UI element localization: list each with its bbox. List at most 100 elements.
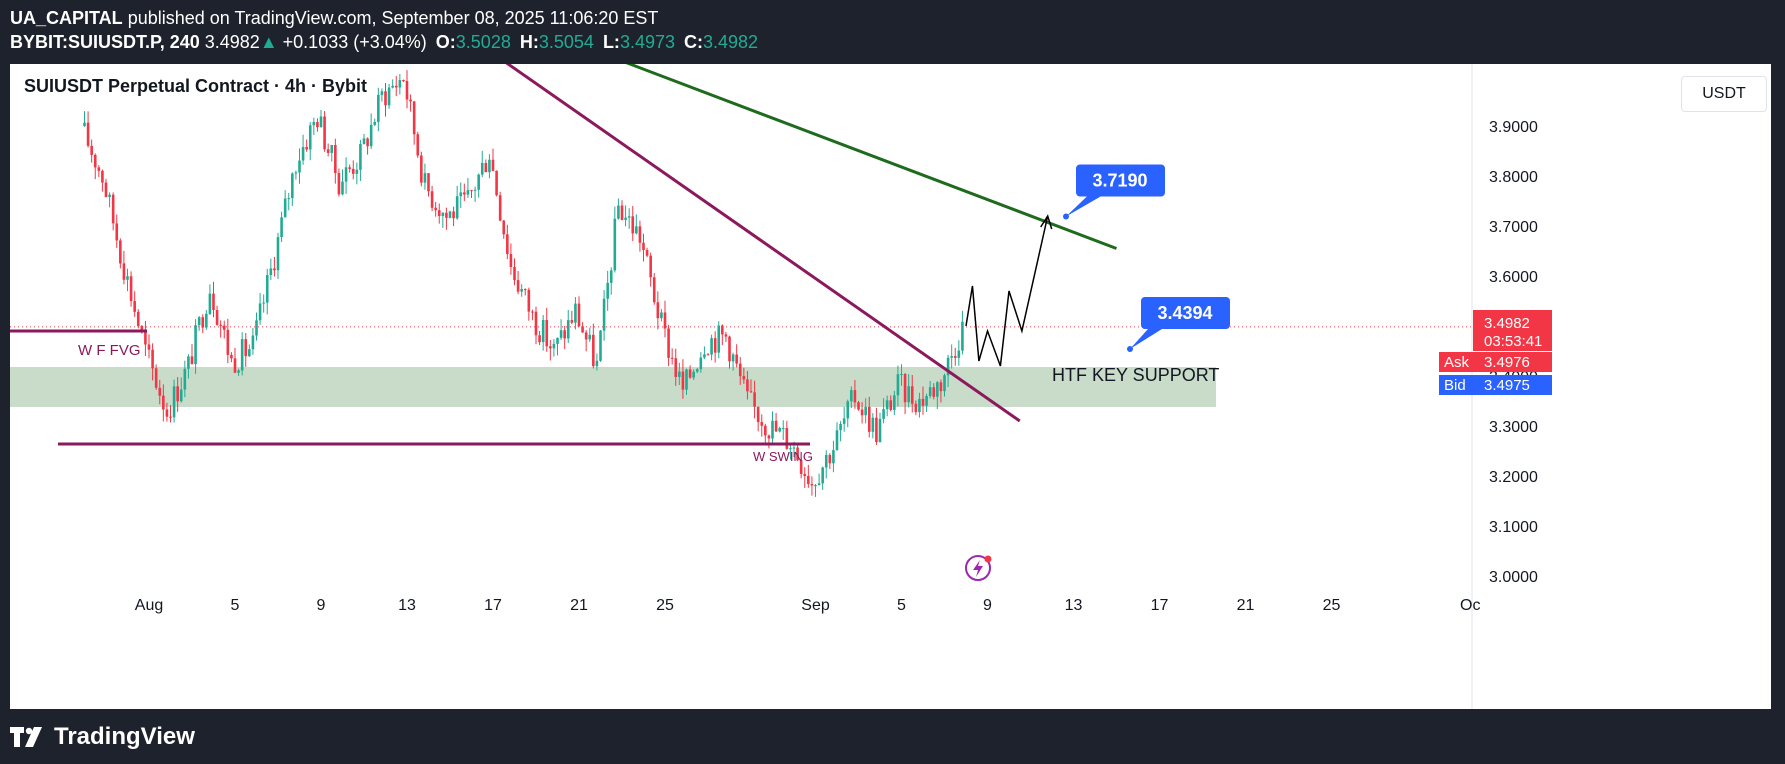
candle-body [251,335,255,350]
candle-body [771,420,774,439]
candle-body [226,329,230,355]
candle-body [326,149,330,153]
candle-body [577,303,581,327]
htf-support-label: HTF KEY SUPPORT [1052,365,1219,385]
candle-body [294,172,298,174]
time-tick-label: Aug [135,597,163,614]
candle-body [455,196,459,219]
candle-body [602,298,606,331]
candle-body [362,138,366,145]
candle-body [814,485,817,487]
candle-body [93,154,97,168]
up-arrow-icon: ▲ [259,32,278,52]
candle-body [685,369,688,390]
candle-body [699,357,703,370]
lightning-glyph [973,560,983,577]
candle-body [738,363,742,377]
projection-arrowhead [1040,214,1053,230]
candle-body [441,212,445,217]
time-tick-label: Sep [801,597,830,614]
price-tick-label: 3.1000 [1489,519,1538,536]
candle-body [617,205,620,219]
candle-body [205,313,208,328]
candle-body [391,85,394,88]
candle-body [291,173,294,199]
candle-body [495,170,498,196]
candle-body [129,276,133,302]
candle-body [398,80,402,88]
candle-body [215,310,219,325]
candle-body [491,159,495,171]
candle-body [233,358,237,373]
target-callout-label: 3.7190 [1092,171,1147,191]
time-tick-label: 5 [897,597,906,614]
candle-body [90,145,93,155]
candle-body [635,226,638,234]
candle-body [334,145,337,173]
candle-body [760,422,764,426]
author-name[interactable]: UA_CAPITAL [10,8,123,28]
price-change: +0.1033 (+3.04%) [282,32,427,52]
candle-body [936,382,939,397]
ask-value: 3.4976 [1484,354,1530,371]
candle-body [753,392,756,407]
candle-body [319,116,323,128]
chart-panel[interactable]: W F FVG W SWING 3.7190 3.4394 HTF KEY SUPPOR… [10,64,1771,709]
candle-body [502,220,506,235]
bid-badge [1439,375,1552,395]
candle-body [527,289,531,312]
candle-body [943,375,946,392]
close-value: 3.4982 [703,32,759,52]
candle-body [631,216,635,234]
countdown-timer: 03:53:41 [1484,333,1542,350]
candle-body [190,356,194,365]
candle-body [613,218,617,271]
candle-body [104,182,108,197]
price-tick-label: 3.3000 [1489,419,1538,436]
candle-body [369,124,373,147]
candle-body [394,85,398,88]
candle-body [627,216,631,218]
candle-body [312,122,316,126]
currency-button[interactable]: USDT [1681,76,1767,112]
candle-body [649,255,652,278]
candle-body [201,317,205,328]
candle-body [97,167,101,171]
price-chart[interactable]: W F FVG W SWING 3.7190 3.4394 HTF KEY SUPPOR… [10,64,1771,709]
candle-body [893,395,896,410]
candle-body [828,454,832,464]
candle-body [459,192,463,197]
candle-body [928,387,932,397]
chart-header: UA_CAPITAL published on TradingView.com,… [10,6,1710,54]
time-tick-label: Oc [1460,597,1480,614]
candle-body [731,354,735,362]
candle-body [165,409,169,417]
time-tick-label: 25 [656,597,674,614]
candle-body [488,159,491,173]
resistance-line [625,64,1118,250]
candle-body [667,328,670,358]
candle-body [746,379,749,392]
candle-body [377,94,380,122]
candle-body [592,334,595,367]
candle-body [903,373,907,403]
ohlc-line: BYBIT:SUIUSDT.P, 240 3.4982 ▲ +0.1033 (+3… [10,30,1710,54]
candle-body [678,371,681,377]
published-text: published on TradingView.com, September … [127,8,659,28]
tradingview-brand[interactable]: TradingView [54,723,195,750]
candle-body [563,330,566,339]
candle-body [140,325,144,332]
symbol-name[interactable]: BYBIT:SUIUSDT.P, 240 [10,32,200,52]
ask-label: Ask [1444,354,1470,371]
time-tick-label: 9 [317,597,326,614]
candle-body [531,311,534,313]
candle-body [785,428,789,449]
footer: TradingView [10,722,195,752]
candle-body [265,275,269,303]
candle-body [122,263,126,280]
candle-body [420,155,423,183]
candle-body [359,144,362,170]
candle-body [466,190,470,195]
candle-body [337,172,341,195]
high-value: 3.5054 [538,32,594,52]
